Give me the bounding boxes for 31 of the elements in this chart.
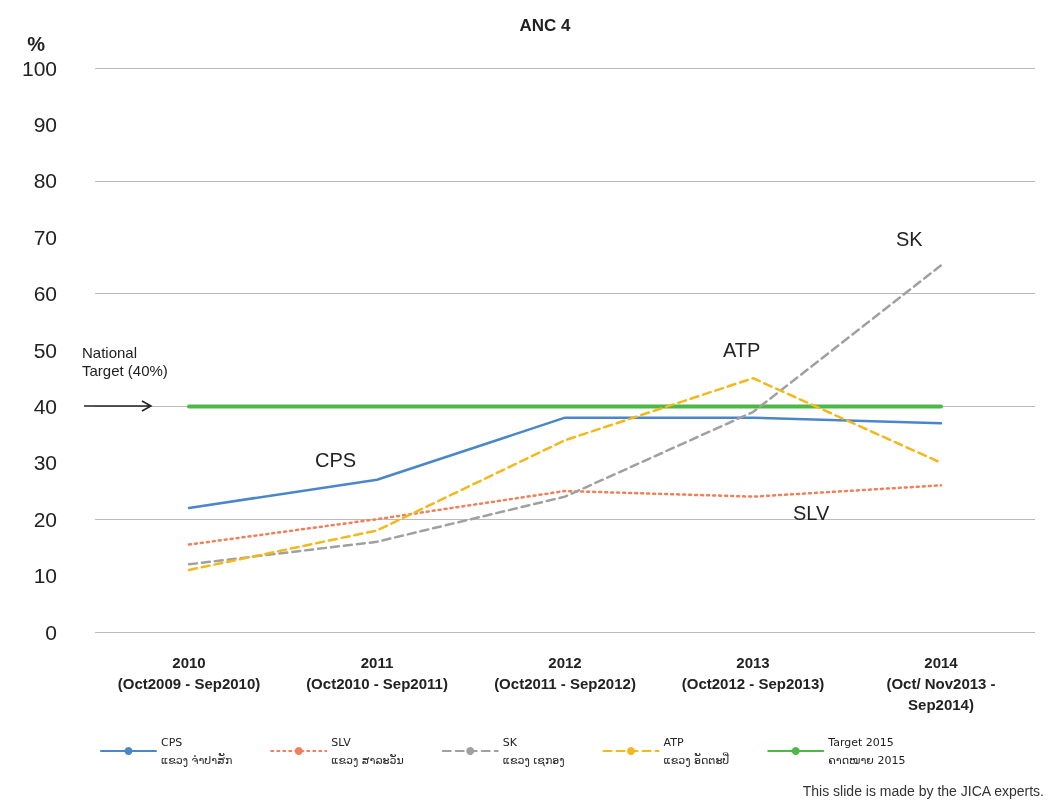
x-tick-label: 2010 (Oct2009 - Sep2010) [117, 654, 261, 692]
y-tick-label: 0 [45, 620, 57, 644]
annotation: SK [896, 227, 923, 252]
text: This slide is made by the JICA experts. [802, 783, 1044, 800]
legend-label: ATP ແຂວງ ອັດຕະປື [663, 735, 730, 767]
chart-title: ANC 4 [519, 16, 572, 35]
y-tick-label: 60 [33, 282, 57, 306]
line-series [187, 484, 943, 546]
x-tick-label: 2011 (Oct2010 - Sep2011) [306, 654, 448, 692]
legend-label: CPS ແຂວງ ຈຳປາສັກ [161, 735, 233, 767]
x-tick-label: 2014 (Oct/ Nov2013 - Sep2014) [886, 654, 996, 713]
y-tick-label: 40 [33, 394, 57, 418]
legend-label: SK ແຂວງ ເຊກອງ [502, 735, 565, 767]
x-tick-label: 2012 (Oct2011 - Sep2012) [494, 654, 636, 692]
y-tick-label: 30 [33, 451, 57, 475]
legend-label: SLV ແຂວງ ສາລະວັນ [331, 735, 404, 767]
y-tick-label: 20 [33, 507, 57, 531]
y-tick-label: 70 [33, 225, 57, 249]
y-tick-label: 50 [33, 338, 57, 362]
annotation: National Target (40%) [82, 344, 168, 381]
annotation: CPS [315, 447, 357, 472]
annotation: SLV [793, 500, 830, 525]
y-tick-label: 80 [33, 169, 57, 193]
y-tick-label: 100 [21, 56, 57, 80]
annotation: ATP [723, 338, 761, 363]
y-tick-label: 10 [33, 564, 57, 588]
y-axis-title: % [27, 33, 46, 55]
y-tick-label: 90 [33, 112, 57, 136]
line-series [187, 264, 943, 566]
legend-label: Target 2015 ຄາດໝາຍ 2015 [827, 735, 906, 767]
x-tick-label: 2013 (Oct2012 - Sep2013) [681, 654, 825, 692]
